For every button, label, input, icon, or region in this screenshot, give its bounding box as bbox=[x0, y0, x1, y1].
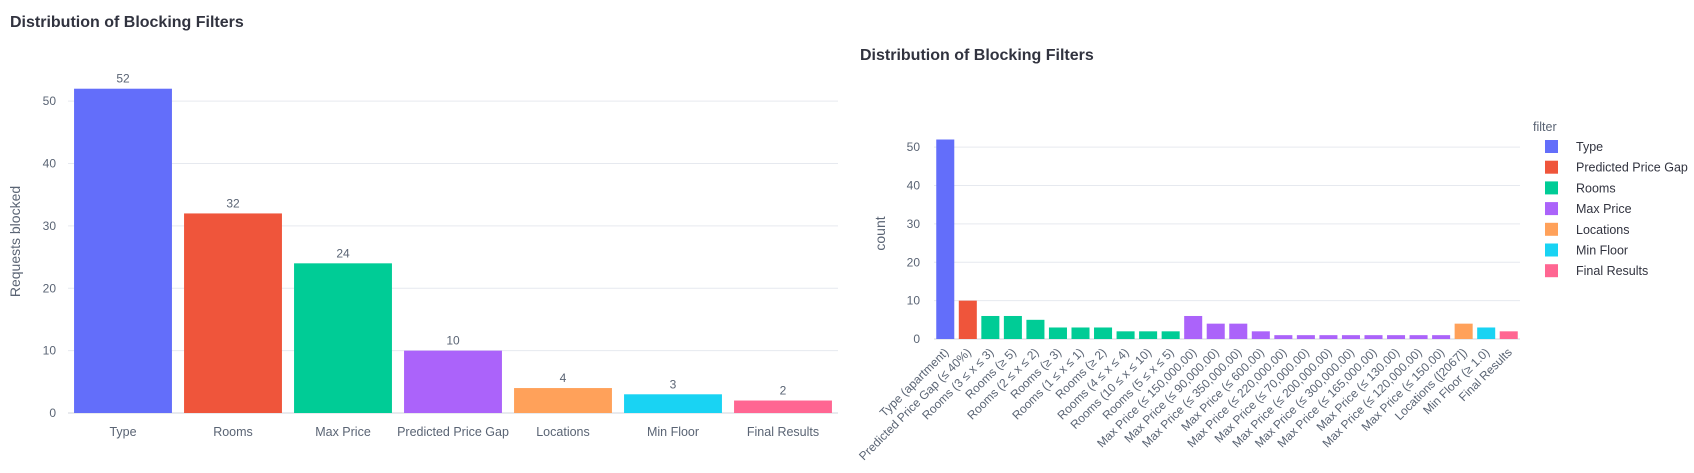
left-bar-value-label: 24 bbox=[336, 246, 350, 260]
legend-swatch bbox=[1545, 181, 1558, 195]
legend-swatch bbox=[1545, 243, 1558, 257]
left-bar bbox=[624, 394, 722, 413]
right-bar bbox=[1274, 335, 1293, 339]
left-bar bbox=[734, 400, 832, 413]
right-bar bbox=[1251, 331, 1270, 339]
right-bar bbox=[1477, 327, 1496, 339]
right-bar bbox=[1499, 331, 1518, 339]
right-bar bbox=[1161, 331, 1180, 339]
left-x-tick-label: Rooms bbox=[213, 425, 253, 439]
left-bar-value-label: 32 bbox=[226, 196, 240, 210]
left-y-tick: 20 bbox=[43, 281, 57, 295]
right-chart-title: Distribution of Blocking Filters bbox=[860, 47, 1094, 64]
right-y-tick: 20 bbox=[907, 255, 921, 269]
left-x-tick-label: Min Floor bbox=[647, 425, 699, 439]
right-y-tick: 50 bbox=[907, 140, 921, 154]
legend-entry-label: Min Floor bbox=[1576, 244, 1628, 258]
right-bar bbox=[1341, 335, 1360, 339]
left-bar-value-label: 3 bbox=[670, 377, 677, 391]
right-bar bbox=[1206, 323, 1225, 339]
legend-entry-label: Rooms bbox=[1576, 181, 1616, 195]
right-bar bbox=[1454, 323, 1473, 339]
right-y-tick: 40 bbox=[907, 179, 921, 193]
right-bar bbox=[1387, 335, 1406, 339]
left-bar-value-label: 2 bbox=[780, 384, 787, 398]
right-bar bbox=[1319, 335, 1338, 339]
left-bar-value-label: 52 bbox=[116, 72, 130, 86]
legend-entry-label: Predicted Price Gap bbox=[1576, 161, 1688, 175]
left-bar bbox=[404, 350, 502, 413]
left-y-tick: 40 bbox=[43, 157, 57, 171]
left-chart-title: Distribution of Blocking Filters bbox=[10, 14, 244, 31]
right-bar bbox=[1364, 335, 1383, 339]
legend-swatch bbox=[1545, 160, 1558, 174]
right-bar bbox=[1409, 335, 1428, 339]
left-bar-value-label: 4 bbox=[560, 371, 567, 385]
right-bar bbox=[1094, 327, 1113, 339]
right-bar bbox=[1184, 315, 1203, 339]
right-y-axis-title: count bbox=[872, 216, 888, 250]
legend-swatch bbox=[1545, 222, 1558, 236]
left-y-tick: 50 bbox=[43, 94, 57, 108]
left-y-tick: 10 bbox=[43, 344, 57, 358]
legend-entry-label: Max Price bbox=[1576, 202, 1632, 216]
right-bar bbox=[1026, 319, 1045, 339]
left-bar bbox=[74, 88, 172, 413]
right-bar bbox=[981, 315, 1000, 339]
left-x-tick-label: Type bbox=[109, 425, 136, 439]
right-bar bbox=[1003, 315, 1022, 339]
left-bar bbox=[294, 263, 392, 413]
left-x-tick-label: Predicted Price Gap bbox=[397, 425, 509, 439]
right-y-tick: 10 bbox=[907, 294, 921, 308]
legend-entry-label: Final Results bbox=[1576, 264, 1648, 278]
right-x-tick-label: Predicted Price Gap (≤ 40%) bbox=[856, 345, 974, 463]
right-y-tick: 30 bbox=[907, 217, 921, 231]
legend-title: filter bbox=[1533, 120, 1557, 134]
left-x-tick-label: Locations bbox=[536, 425, 590, 439]
left-y-axis-title: Requests blocked bbox=[7, 186, 23, 297]
right-bar bbox=[958, 300, 977, 339]
legend-swatch bbox=[1545, 264, 1558, 278]
right-bar bbox=[1432, 335, 1451, 339]
right-bar bbox=[1071, 327, 1090, 339]
right-bar bbox=[1116, 331, 1135, 339]
right-bar bbox=[1229, 323, 1248, 339]
legend-swatch bbox=[1545, 202, 1558, 216]
right-bar bbox=[1296, 335, 1315, 339]
left-x-tick-label: Max Price bbox=[315, 425, 371, 439]
left-x-tick-label: Final Results bbox=[747, 425, 819, 439]
left-y-tick: 30 bbox=[43, 219, 57, 233]
right-bar bbox=[936, 139, 955, 339]
legend-swatch bbox=[1545, 140, 1558, 153]
legend-entry-label: Type bbox=[1576, 140, 1603, 154]
left-bar bbox=[514, 388, 612, 413]
legend-entry-label: Locations bbox=[1576, 223, 1630, 237]
right-bar bbox=[1048, 327, 1067, 339]
left-bar-value-label: 10 bbox=[446, 334, 460, 348]
right-bar bbox=[1139, 331, 1158, 339]
left-bar bbox=[184, 213, 282, 413]
left-y-tick: 0 bbox=[49, 406, 56, 420]
right-y-tick: 0 bbox=[913, 332, 920, 346]
